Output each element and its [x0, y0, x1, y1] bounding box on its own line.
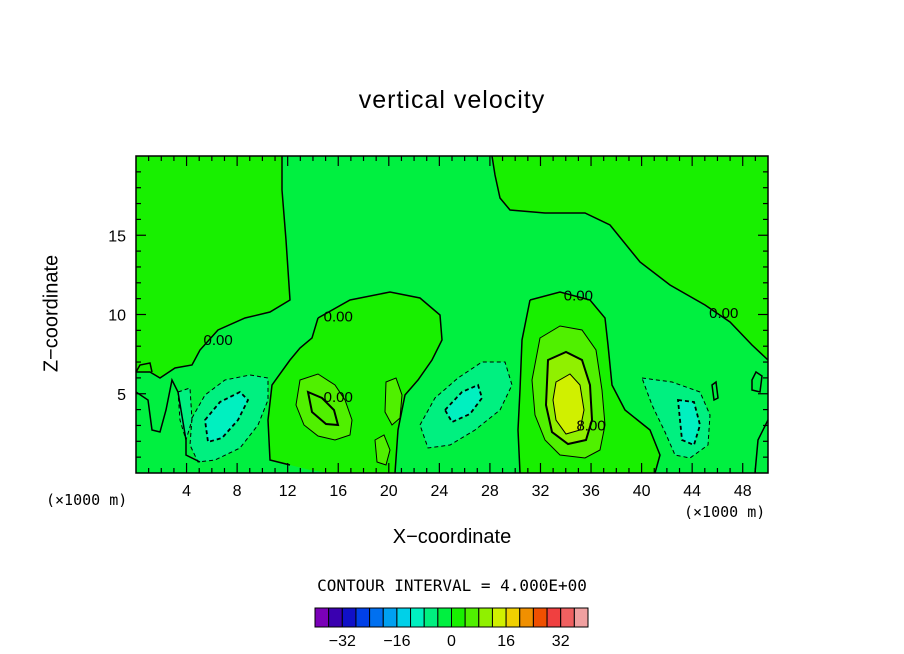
region-neg-8-mid — [445, 385, 482, 422]
x-tick-label: 48 — [734, 483, 752, 500]
contour-lines-negative — [177, 361, 711, 463]
y-tick-label: 15 — [108, 228, 126, 245]
region-neg-8-west — [205, 392, 248, 442]
colorbar-swatch — [505, 607, 521, 628]
colorbar-swatch — [519, 607, 534, 628]
region-12-16-east — [553, 374, 584, 434]
contour-label: 0.00 — [709, 305, 738, 322]
contour-interval-text: CONTOUR INTERVAL = 4.000E+00 — [317, 576, 587, 595]
x-tick-label: 24 — [430, 483, 448, 500]
x-tick-label: 4 — [182, 483, 191, 500]
colorbar-swatch — [382, 607, 398, 628]
y-axis-label: Z−coordinate — [40, 254, 63, 373]
region-4-8-small-a — [385, 378, 402, 425]
region-4-8-small-b — [375, 435, 390, 465]
x-tick-label: 32 — [532, 483, 550, 500]
colorbar-tick-labels: −32 −16 0 16 32 — [329, 633, 570, 650]
colorbar-tick-label: 32 — [552, 633, 570, 650]
colorbar-swatch — [560, 607, 575, 628]
colorbar-swatch — [573, 607, 589, 628]
contour-lines — [135, 155, 769, 474]
chart-title: vertical velocity — [358, 86, 546, 114]
colorbar-swatch — [369, 607, 384, 628]
x-tick-label: 12 — [279, 483, 297, 500]
x-unit-label-left: (×1000 m) — [46, 491, 128, 509]
contour-label: 0.00 — [204, 332, 233, 349]
colorbar-swatch — [437, 607, 453, 628]
axis-ticks — [136, 156, 768, 473]
x-tick-label: 44 — [683, 483, 701, 500]
colorbar-swatch — [341, 607, 357, 628]
colorbar-swatch — [355, 607, 371, 628]
region-neg-8-east — [678, 400, 700, 445]
contour-label: 0.00 — [324, 389, 353, 406]
colorbar-swatch — [478, 607, 493, 628]
colorbar-swatch — [423, 607, 439, 628]
contour-label: 0.00 — [564, 288, 593, 305]
colorbar-tick-label: −32 — [329, 633, 356, 650]
colorbar-swatch — [314, 607, 330, 628]
colorbar-swatch — [451, 607, 466, 628]
x-axis-label: X−coordinate — [392, 526, 512, 548]
colorbar-swatch — [328, 607, 343, 628]
contour-labels: 0.00 0.00 0.00 0.00 0.00 8.00 — [204, 288, 739, 435]
x-tick-label: 8 — [233, 483, 242, 500]
colorbar-swatch — [410, 607, 425, 628]
colorbar-swatch — [464, 607, 480, 628]
x-tick-label: 28 — [481, 483, 499, 500]
colorbar — [314, 607, 589, 628]
colorbar-swatch — [491, 607, 507, 628]
contour-label: 8.00 — [576, 418, 605, 435]
x-tick-label: 16 — [329, 483, 347, 500]
colorbar-swatch — [396, 607, 412, 628]
x-tick-label: 40 — [633, 483, 651, 500]
colorbar-tick-label: −16 — [383, 633, 410, 650]
region-negative-far-west — [178, 388, 192, 440]
x-unit-label-right: (×1000 m) — [684, 503, 766, 521]
contour-label: 0.00 — [324, 308, 353, 325]
region-positive-right — [492, 156, 768, 360]
x-tick-label: 20 — [380, 483, 398, 500]
y-tick-label: 10 — [108, 308, 126, 325]
colorbar-tick-label: 16 — [497, 633, 515, 650]
colorbar-swatch — [532, 607, 548, 628]
region-positive-upper — [136, 156, 290, 378]
y-tick-label: 5 — [117, 387, 126, 404]
colorbar-tick-label: 0 — [447, 633, 456, 650]
colorbar-swatch — [546, 607, 562, 628]
x-tick-label: 36 — [582, 483, 600, 500]
